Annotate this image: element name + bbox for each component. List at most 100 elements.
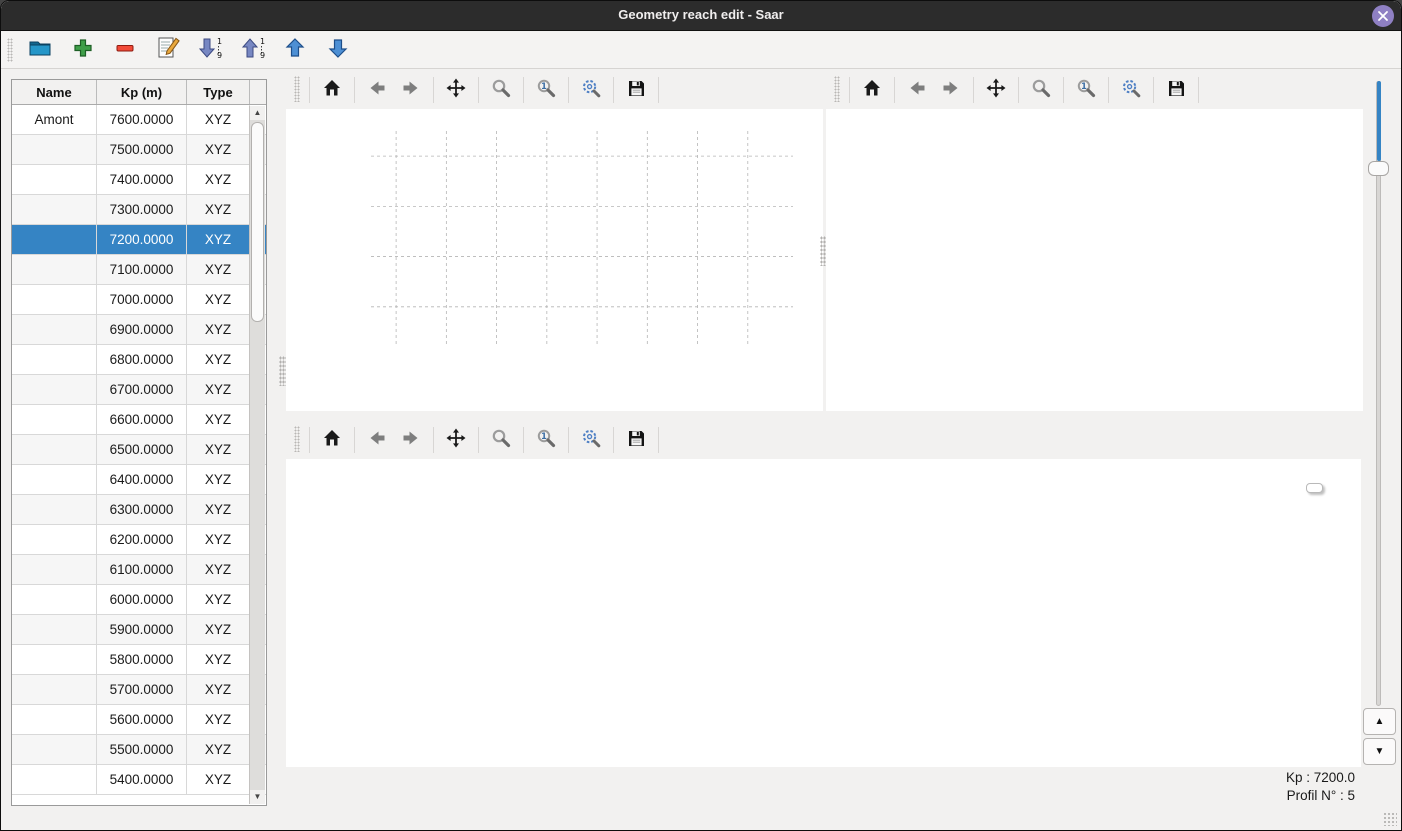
toolbar-separator: [658, 77, 659, 103]
table-row[interactable]: 5700.0000 XYZ: [12, 675, 266, 705]
profile-position-slider[interactable]: [1363, 81, 1393, 706]
table-row[interactable]: 7400.0000 XYZ: [12, 165, 266, 195]
zoom-button[interactable]: [1024, 73, 1058, 105]
back-button[interactable]: [900, 73, 934, 105]
zoom-one-icon: 1: [1077, 79, 1096, 97]
scrollbar-down-arrow[interactable]: ▼: [250, 790, 265, 804]
pan-icon: [986, 78, 1006, 97]
zoom-fit-button[interactable]: [574, 423, 608, 455]
table-row[interactable]: 6400.0000 XYZ: [12, 465, 266, 495]
pan-button[interactable]: [979, 73, 1013, 105]
window-title: Geometry reach edit - Saar: [618, 7, 784, 22]
zoom-one-button[interactable]: 1: [529, 73, 563, 105]
table-cell: [12, 135, 97, 164]
move-up-button[interactable]: [279, 34, 311, 64]
save-button[interactable]: [619, 423, 653, 455]
plan-plot-canvas[interactable]: [286, 109, 823, 411]
scrollbar-thumb[interactable]: [251, 122, 264, 322]
save-button[interactable]: [1159, 73, 1193, 105]
home-button[interactable]: [855, 73, 889, 105]
zoom-one-button[interactable]: 1: [1069, 73, 1103, 105]
home-button[interactable]: [315, 423, 349, 455]
table-cell: XYZ: [187, 405, 250, 434]
forward-button[interactable]: [934, 73, 968, 105]
panel-splitter-handle[interactable]: [279, 356, 286, 386]
zoom-fit-button[interactable]: [1114, 73, 1148, 105]
column-header-kp[interactable]: Kp (m): [97, 80, 187, 104]
move-down-button[interactable]: [322, 34, 354, 64]
table-scrollbar[interactable]: ▲ ▼: [249, 106, 265, 804]
pan-button[interactable]: [439, 423, 473, 455]
pan-button[interactable]: [439, 73, 473, 105]
table-cell: 6700.0000: [97, 375, 187, 404]
table-cell: Amont: [12, 105, 97, 134]
table-row[interactable]: 6700.0000 XYZ: [12, 375, 266, 405]
table-cell: [12, 195, 97, 224]
back-button[interactable]: [360, 423, 394, 455]
zoom-fit-button[interactable]: [574, 73, 608, 105]
back-button[interactable]: [360, 73, 394, 105]
table-cell: XYZ: [187, 315, 250, 344]
toolbar-grip[interactable]: [834, 76, 840, 102]
open-file-button[interactable]: [24, 34, 56, 64]
table-row[interactable]: 5500.0000 XYZ: [12, 735, 266, 765]
slider-handle[interactable]: [1368, 161, 1389, 176]
table-row[interactable]: 7300.0000 XYZ: [12, 195, 266, 225]
profile-plot-canvas[interactable]: [826, 109, 1363, 411]
add-cross-section-button[interactable]: [67, 34, 99, 64]
profile-down-button[interactable]: ▼: [1363, 738, 1396, 765]
table-row[interactable]: 6300.0000 XYZ: [12, 495, 266, 525]
forward-button[interactable]: [394, 423, 428, 455]
cross-section-plot-panel: 1: [286, 421, 1361, 767]
table-cell: XYZ: [187, 555, 250, 584]
table-cell: [12, 405, 97, 434]
table-row[interactable]: 6500.0000 XYZ: [12, 435, 266, 465]
sort-descending-button[interactable]: 1 9: [194, 34, 226, 64]
table-row[interactable]: 5600.0000 XYZ: [12, 705, 266, 735]
profile-up-button[interactable]: ▲: [1363, 708, 1396, 735]
column-header-name[interactable]: Name: [12, 80, 97, 104]
toolbar-grip[interactable]: [294, 426, 300, 452]
table-row[interactable]: 7000.0000 XYZ: [12, 285, 266, 315]
table-row[interactable]: 5400.0000 XYZ: [12, 765, 266, 795]
column-header-type[interactable]: Type: [187, 80, 250, 104]
table-row[interactable]: 7100.0000 XYZ: [12, 255, 266, 285]
toolbar-grip[interactable]: [294, 76, 300, 102]
table-row[interactable]: 5800.0000 XYZ: [12, 645, 266, 675]
zoom-one-button[interactable]: 1: [529, 423, 563, 455]
table-cell: XYZ: [187, 705, 250, 734]
add-icon: [74, 38, 92, 57]
table-row[interactable]: 6800.0000 XYZ: [12, 345, 266, 375]
table-row[interactable]: 5900.0000 XYZ: [12, 615, 266, 645]
table-cell: 5400.0000: [97, 765, 187, 794]
table-row[interactable]: 6900.0000 XYZ: [12, 315, 266, 345]
save-button[interactable]: [619, 73, 653, 105]
sort-ascending-icon: 1 9: [241, 37, 265, 60]
slider-fill: [1377, 81, 1381, 161]
zoom-button[interactable]: [484, 423, 518, 455]
table-cell: 6000.0000: [97, 585, 187, 614]
home-button[interactable]: [315, 73, 349, 105]
zoom-button[interactable]: [484, 73, 518, 105]
table-row[interactable]: 6100.0000 XYZ: [12, 555, 266, 585]
resize-grip[interactable]: [1383, 812, 1397, 826]
remove-icon: [116, 44, 134, 51]
table-cell: XYZ: [187, 525, 250, 554]
sort-ascending-button[interactable]: 1 9: [237, 34, 269, 64]
forward-button[interactable]: [394, 73, 428, 105]
toolbar-separator: [849, 77, 850, 103]
toolbar-grip[interactable]: [7, 38, 13, 62]
table-row[interactable]: Amont 7600.0000 XYZ: [12, 105, 266, 135]
edit-cross-section-button[interactable]: [152, 34, 184, 64]
window-titlebar[interactable]: Geometry reach edit - Saar: [1, 1, 1401, 31]
table-row[interactable]: 6000.0000 XYZ: [12, 585, 266, 615]
close-button[interactable]: [1372, 5, 1394, 27]
scrollbar-up-arrow[interactable]: ▲: [250, 106, 265, 120]
table-row[interactable]: 6600.0000 XYZ: [12, 405, 266, 435]
plot-splitter-handle[interactable]: [820, 236, 827, 266]
table-row[interactable]: 7200.0000 XYZ: [12, 225, 266, 255]
table-row[interactable]: 7500.0000 XYZ: [12, 135, 266, 165]
cross-section-plot-canvas[interactable]: [286, 459, 1361, 767]
table-row[interactable]: 6200.0000 XYZ: [12, 525, 266, 555]
remove-cross-section-button[interactable]: [109, 34, 141, 64]
